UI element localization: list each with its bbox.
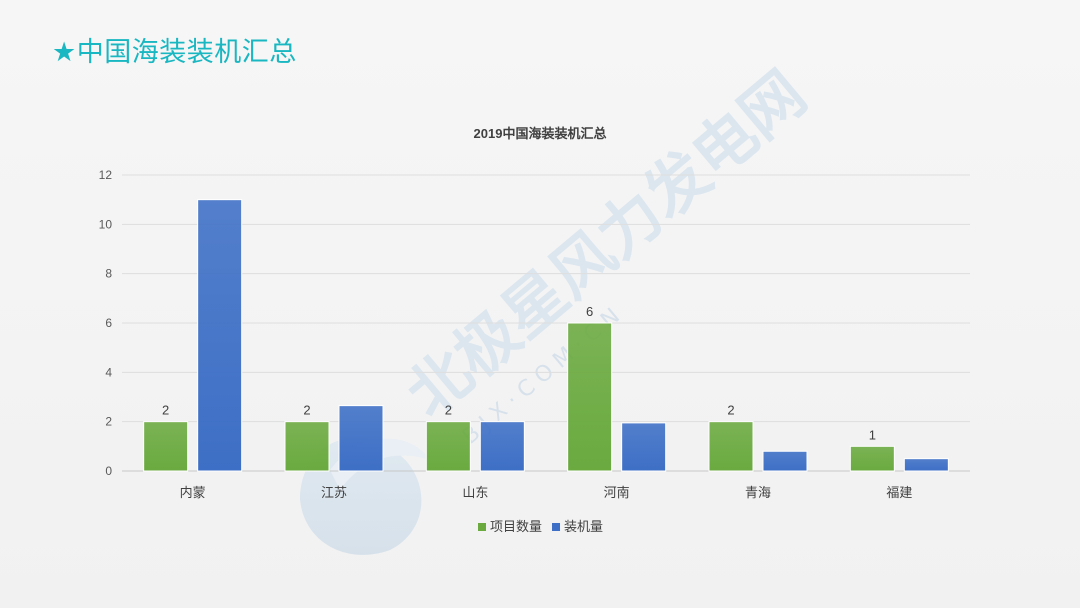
y-tick-label: 12	[99, 168, 113, 182]
legend-label: 项目数量	[490, 520, 542, 535]
legend-swatch	[478, 523, 486, 531]
bar-project-count	[425, 421, 471, 472]
data-label: 2	[303, 403, 310, 418]
grid-lines	[122, 174, 970, 472]
chart-title: 2019中国海装装机汇总	[474, 126, 607, 141]
bar-capacity	[479, 421, 525, 472]
x-tick-label: 内蒙	[180, 485, 206, 501]
y-tick-label: 6	[105, 316, 112, 330]
x-tick-label: 山东	[462, 486, 488, 501]
bar-capacity	[338, 405, 384, 472]
bar-project-count	[708, 421, 754, 472]
bar-capacity	[762, 450, 808, 472]
y-tick-label: 2	[105, 415, 112, 429]
data-label: 1	[869, 427, 876, 442]
y-tick-label: 10	[99, 217, 113, 231]
data-labels: 2 2 2 6 2 1	[162, 304, 876, 442]
bar-capacity	[621, 422, 667, 472]
x-axis-tick-labels: 内蒙 江苏 山东 河南 青海 福建	[180, 485, 913, 501]
y-tick-label: 4	[105, 365, 112, 379]
bar-project-count	[567, 322, 613, 472]
bar-project-count	[849, 445, 895, 472]
bar-project-count	[284, 421, 330, 472]
bars	[143, 199, 949, 472]
y-axis-tick-labels: 0 2 4 6 8 10 12	[99, 168, 113, 478]
data-label: 6	[586, 304, 593, 319]
data-label: 2	[727, 403, 734, 418]
bar-capacity	[197, 199, 243, 472]
y-tick-label: 8	[105, 267, 112, 281]
y-tick-label: 0	[105, 464, 112, 478]
data-label: 2	[445, 403, 452, 418]
x-tick-label: 河南	[604, 485, 630, 501]
bar-capacity	[903, 458, 949, 472]
legend: 项目数量 装机量	[478, 520, 603, 535]
x-tick-label: 青海	[745, 486, 771, 501]
x-tick-label: 江苏	[321, 485, 347, 501]
x-tick-label: 福建	[886, 486, 912, 501]
data-label: 2	[162, 403, 169, 418]
slide-title: ★中国海装装机汇总	[52, 37, 297, 68]
bar-project-count	[143, 421, 189, 472]
legend-swatch	[552, 523, 561, 531]
legend-label: 装机量	[564, 520, 603, 535]
